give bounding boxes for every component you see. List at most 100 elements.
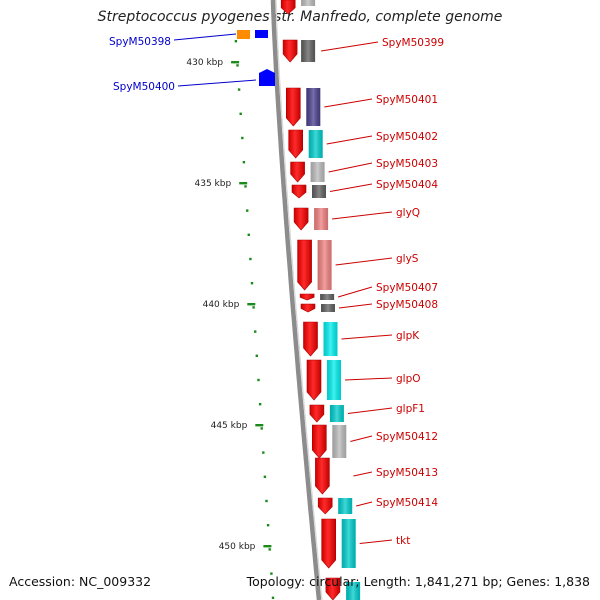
leader-line: [341, 334, 393, 340]
cog-box-shade: [301, 0, 316, 6]
minor-tick: [234, 40, 238, 43]
leader-line-left: [177, 79, 257, 87]
gene-arrow: [285, 87, 301, 127]
minor-tick: [242, 161, 246, 164]
gene-arrow: [297, 239, 312, 291]
leader-line: [338, 303, 373, 309]
genome-backbone: [270, 0, 323, 600]
minor-tick: [236, 64, 239, 67]
minor-tick: [270, 572, 273, 575]
leader-line: [324, 98, 373, 108]
cog-box-left: [237, 30, 250, 39]
major-tick: [263, 545, 272, 548]
gene-arrow: [325, 577, 341, 600]
gene-label: glyS: [396, 253, 419, 265]
cog-box-shade: [323, 322, 338, 356]
gene-labels: SpyM50399 SpyM50401 SpyM50402 SpyM50403 SpyM…: [109, 33, 444, 547]
minor-tick: [239, 112, 242, 115]
gene-label: SpyM50402: [376, 131, 438, 143]
minor-tick: [265, 499, 268, 503]
minor-tick: [247, 233, 250, 236]
minor-tick: [257, 378, 260, 382]
minor-tick: [244, 185, 247, 188]
cog-box-left: [255, 30, 268, 38]
leader-line: [356, 501, 373, 507]
gene-arrow: [306, 359, 322, 401]
minor-tick: [241, 136, 244, 140]
leader-line: [326, 135, 373, 145]
kbp-ruler: 430 kbp 435 kbp 440 kbp 445 kbp 450 kbp: [186, 40, 275, 599]
cog-box-shade: [317, 240, 332, 290]
gene-label: SpyM50401: [376, 94, 438, 106]
minor-tick: [271, 596, 275, 599]
accession-text: Accession: NC_009332: [9, 574, 152, 589]
minor-tick: [237, 88, 241, 91]
minor-tick: [255, 354, 258, 357]
leader-line-left: [173, 33, 237, 41]
gene-label: glpK: [396, 330, 420, 342]
gene-arrow: [288, 129, 304, 159]
gene-label: SpyM50414: [376, 497, 438, 509]
cog-box-shade: [310, 162, 325, 182]
topology-text: Topology: circular; Length: 1,841,271 bp…: [246, 574, 590, 589]
leader-line: [359, 539, 393, 544]
minor-tick: [252, 306, 255, 309]
minor-tick: [262, 451, 265, 454]
leader-line: [335, 257, 393, 266]
gene-arrow: [303, 321, 318, 357]
map-title: Streptococcus pyogenes str. Manfredo, co…: [97, 9, 503, 25]
gene-label: SpyM50399: [382, 37, 444, 49]
minor-tick: [249, 257, 252, 261]
leader-line: [353, 471, 373, 477]
leader-line: [347, 407, 393, 414]
minor-tick: [260, 427, 263, 430]
minor-tick: [263, 475, 267, 478]
cog-box-shade: [329, 405, 344, 422]
cog-box-shade: [306, 88, 321, 126]
cog-box-shade: [301, 40, 316, 62]
gene-arrow: [309, 404, 325, 423]
gene-arrow: [282, 39, 298, 63]
gene-arrow: [315, 457, 330, 495]
gene-label: tkt: [396, 535, 410, 547]
backbone-highlight: [275, 0, 323, 600]
minor-tick: [266, 524, 270, 527]
gene-label: SpyM50403: [376, 158, 438, 170]
cog-box-shade: [320, 294, 335, 300]
minor-tick: [254, 330, 257, 333]
minor-tick: [258, 403, 262, 406]
leader-line: [321, 41, 379, 52]
leader-line: [337, 286, 373, 298]
gene-arrow: [291, 184, 307, 199]
cog-box-shade: [332, 425, 347, 458]
cog-box-shade: [346, 582, 361, 600]
gene-arrow-left: [259, 69, 275, 86]
kbp-tick-label: 435 kbp: [195, 179, 232, 189]
kbp-tick-label: 450 kbp: [219, 542, 256, 552]
gene-track: [237, 0, 361, 600]
leader-line: [344, 377, 393, 381]
major-tick: [231, 61, 240, 64]
backbone-line: [270, 0, 322, 600]
cog-box-shade: [338, 498, 353, 514]
gene-arrow: [290, 161, 305, 183]
gene-arrow: [280, 0, 296, 15]
kbp-tick-label: 430 kbp: [186, 58, 223, 68]
major-tick: [247, 303, 256, 306]
gene-label-left: SpyM50398: [109, 36, 171, 48]
major-tick: [255, 424, 264, 427]
gene-arrow: [321, 518, 337, 569]
gene-label: glyQ: [396, 207, 420, 219]
leader-line: [350, 435, 373, 442]
leader-line: [328, 162, 373, 173]
minor-tick: [268, 548, 271, 551]
gene-arrow: [311, 424, 327, 459]
gene-arrow: [317, 497, 333, 515]
gene-arrow: [300, 303, 316, 313]
gene-label: SpyM50408: [376, 299, 438, 311]
cog-box-shade: [312, 185, 326, 198]
gene-label: glpO: [396, 373, 421, 385]
cog-box-shade: [314, 208, 329, 230]
